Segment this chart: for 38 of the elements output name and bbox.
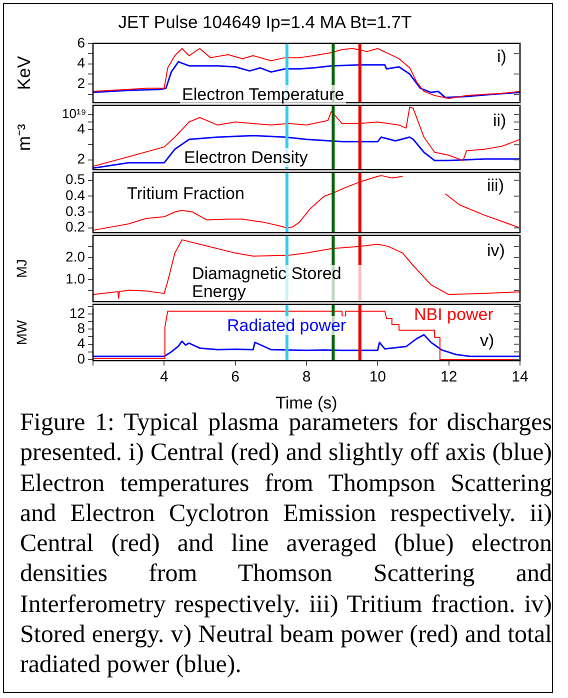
annotation: iv) <box>487 241 505 261</box>
series-label: NBI power <box>412 305 496 324</box>
annotation: Tritium Fraction <box>125 184 246 203</box>
y-tick-label: 0.5 <box>66 171 86 188</box>
y-axis-title: MW <box>13 319 30 345</box>
annotation: v) <box>480 331 494 351</box>
y-tick-label: 4 <box>77 335 86 352</box>
y-axis-title: KeV <box>14 56 34 90</box>
y-axis-title: MJ <box>13 259 30 278</box>
y-tick-label: 2.0 <box>66 248 86 264</box>
y-tick-label: 1.0 <box>66 270 86 286</box>
annotation: iii) <box>487 176 504 196</box>
annotation: Electron Density <box>182 148 310 167</box>
annotation: ii) <box>493 111 506 131</box>
y-tick-label: 4 <box>77 120 86 136</box>
annotation: i) <box>497 47 506 67</box>
y-axis-title: m⁻³ <box>14 124 34 151</box>
y-tick-label: 0.3 <box>66 202 86 219</box>
annotation: Diamagnetic Stored Energy <box>190 264 369 301</box>
y-tick-label: 2 <box>77 150 86 167</box>
y-tick-label: 12 <box>69 304 86 321</box>
y-tick-label: 0.4 <box>66 187 86 204</box>
x-tick-label: 14 <box>512 368 528 386</box>
y-tick-label: 8 <box>77 320 86 336</box>
x-tick-label: 12 <box>440 368 458 386</box>
y-tick-label: 0 <box>77 350 86 366</box>
annotation: Electron Temperature <box>180 85 346 104</box>
x-tick-label: 6 <box>231 368 240 386</box>
x-tick-label: 8 <box>302 368 311 386</box>
series-label: Radiated power <box>225 316 348 335</box>
text: 10¹⁹ <box>62 106 86 121</box>
y-tick-label: 0.2 <box>66 218 86 235</box>
y-tick-label: 4 <box>77 54 86 71</box>
y-tick-label: 6 <box>77 34 86 50</box>
x-tick-label: 10 <box>369 368 386 386</box>
chart-title: JET Pulse 104649 Ip=1.4 MA Bt=1.7T <box>117 12 413 33</box>
y-tick-label: 2 <box>77 75 86 92</box>
x-tick-label: 4 <box>160 368 168 386</box>
